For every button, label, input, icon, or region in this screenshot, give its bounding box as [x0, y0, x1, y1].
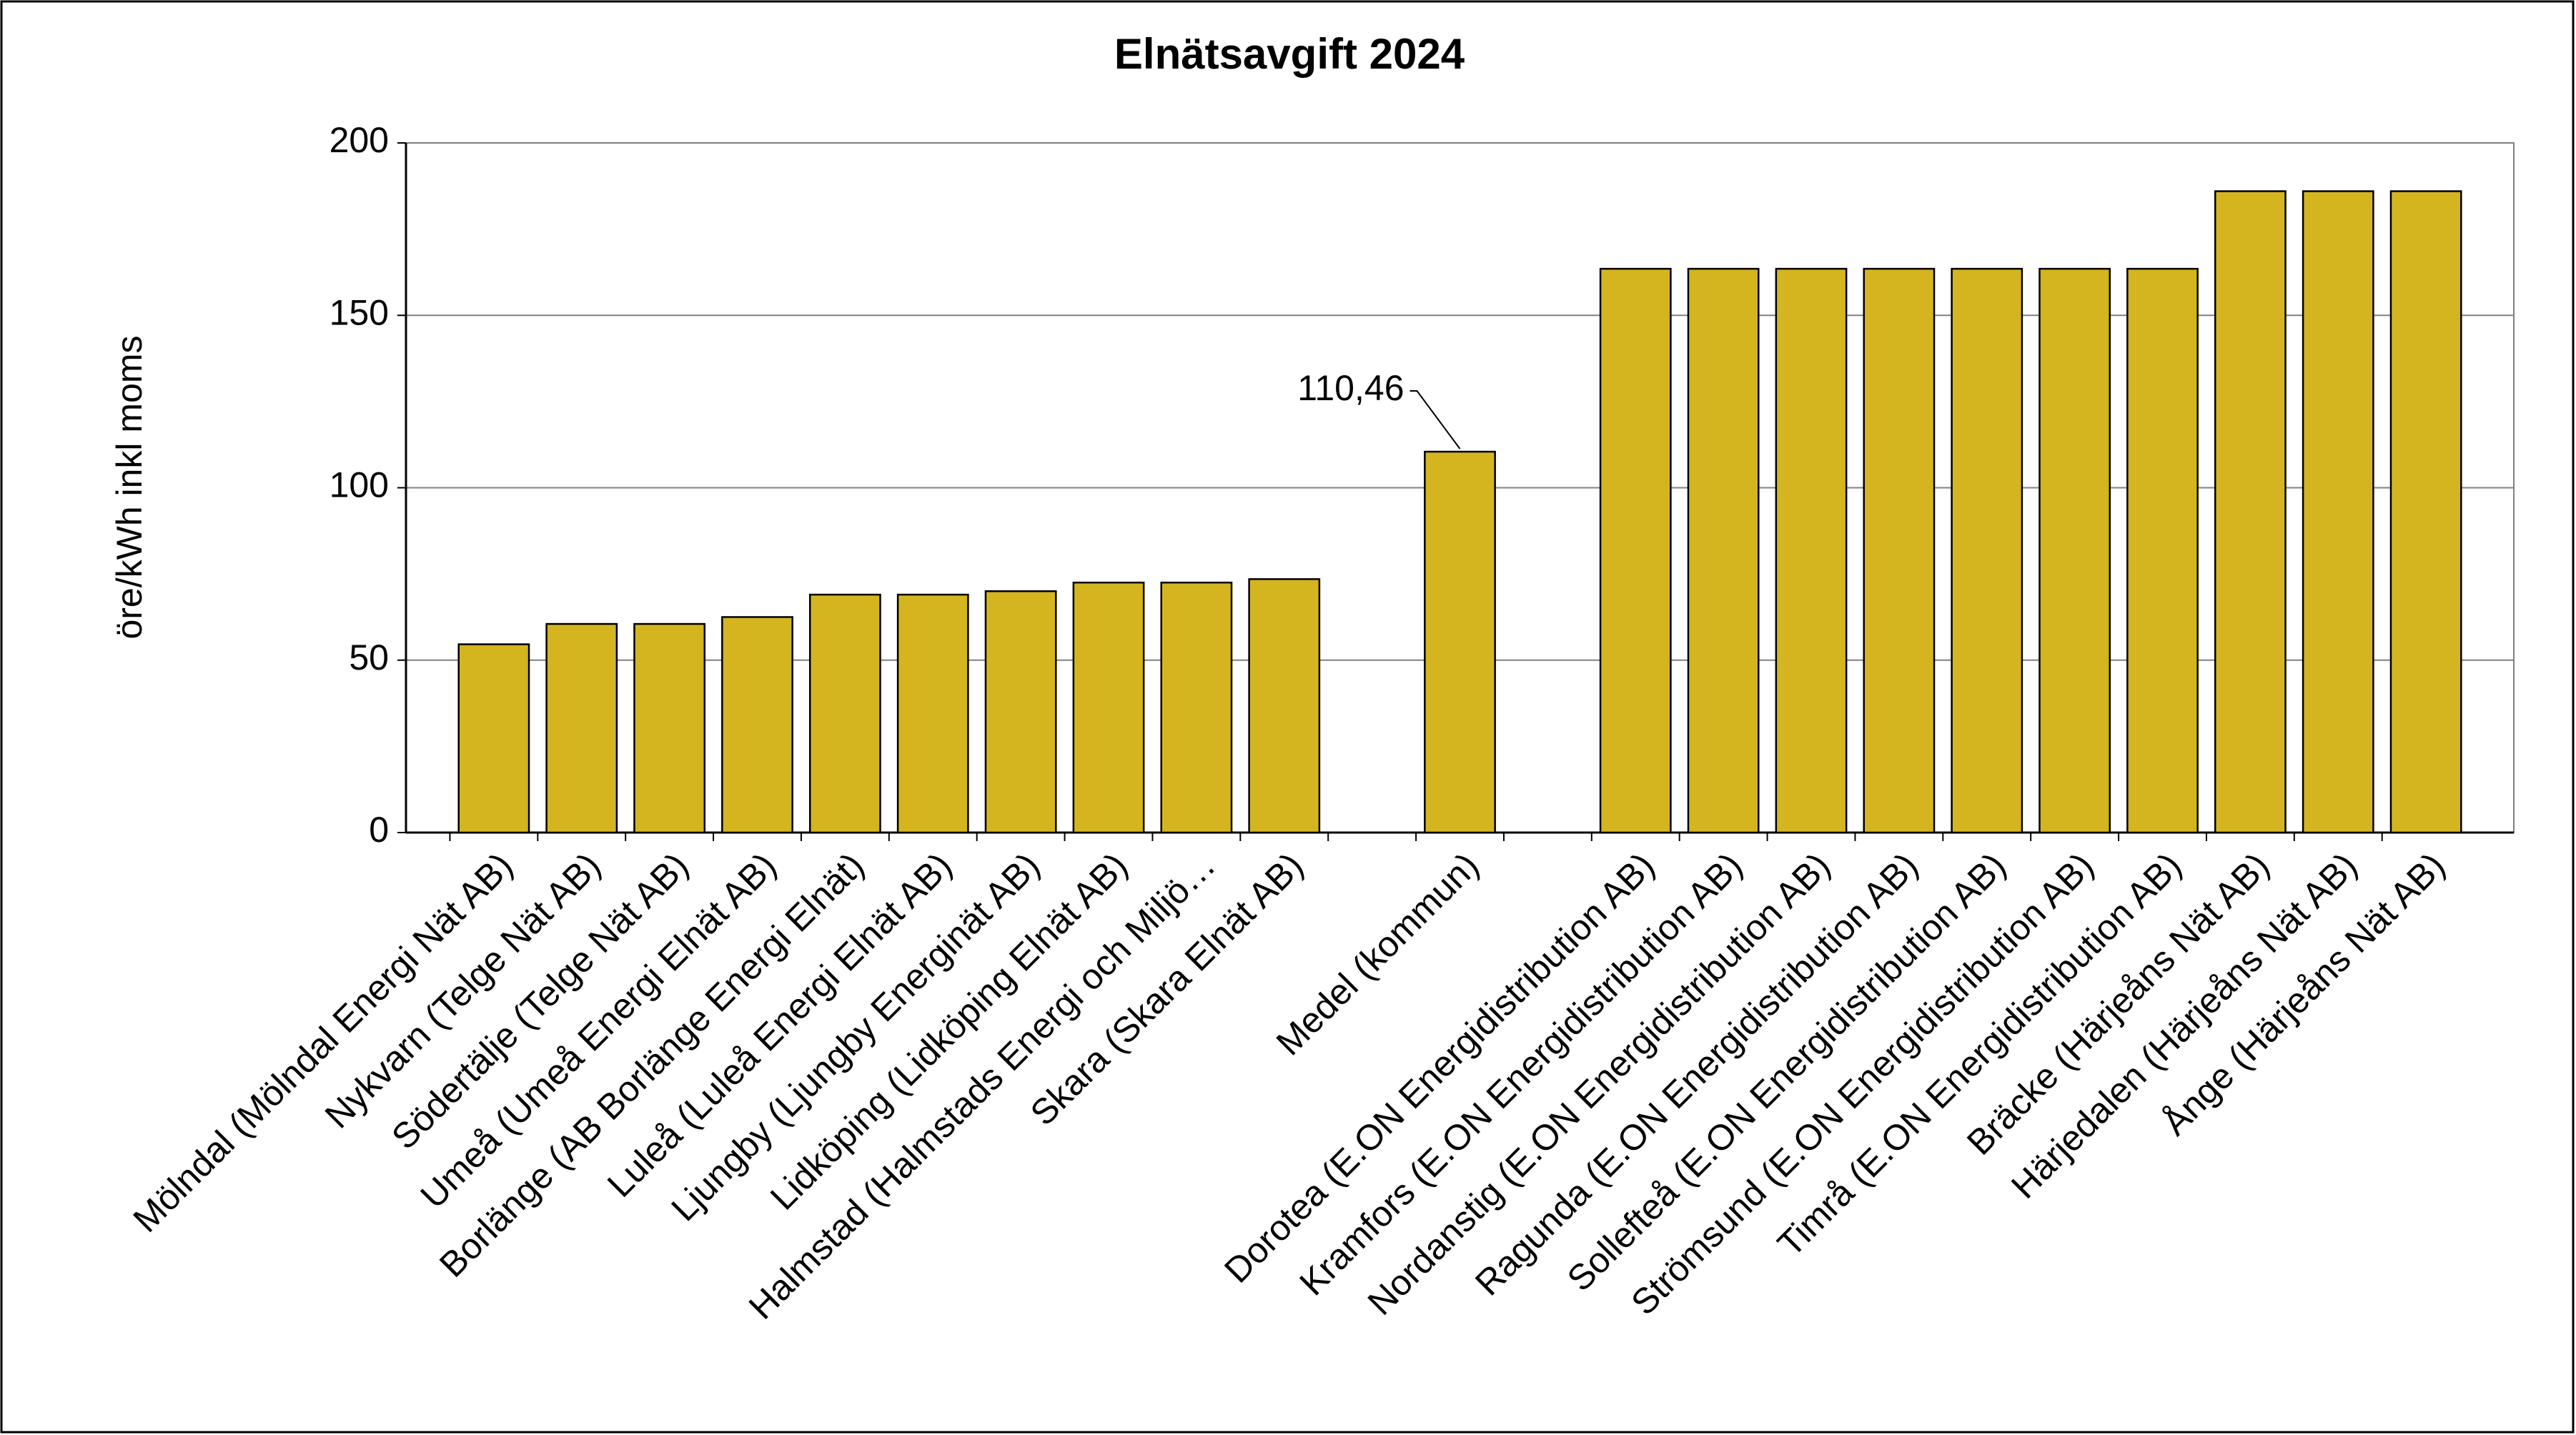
bar: [1160, 581, 1233, 834]
bar: [721, 616, 793, 834]
bar: [1072, 581, 1145, 834]
bar: [896, 593, 969, 834]
y-tick-label: 150: [330, 292, 389, 332]
bar: [1424, 450, 1496, 834]
bar: [984, 590, 1057, 834]
y-tick-label: 200: [330, 120, 389, 160]
bar: [1248, 578, 1321, 834]
bar: [457, 643, 530, 834]
annotation-leader: [1410, 390, 1461, 450]
chart-title: Elnätsavgift 2024: [1114, 30, 1465, 78]
bar: [1687, 267, 1760, 834]
data-label: 110,46: [1297, 368, 1404, 408]
y-tick-label: 50: [349, 637, 389, 677]
bar: [1599, 267, 1672, 834]
bar: [633, 622, 706, 834]
y-tick-label: 0: [369, 810, 389, 850]
bar: [1951, 267, 2023, 834]
bar: [2214, 190, 2287, 834]
bar: [1775, 267, 1848, 834]
y-axis-title: öre/kWh inkl moms: [109, 335, 149, 639]
bar: [808, 593, 881, 834]
bar: [2389, 190, 2462, 834]
y-tick-label: 100: [330, 465, 389, 505]
bar: [2126, 267, 2199, 834]
bar: [1863, 267, 1936, 834]
bar: [2038, 267, 2111, 834]
bar: [545, 622, 618, 834]
bar: [2302, 190, 2374, 834]
